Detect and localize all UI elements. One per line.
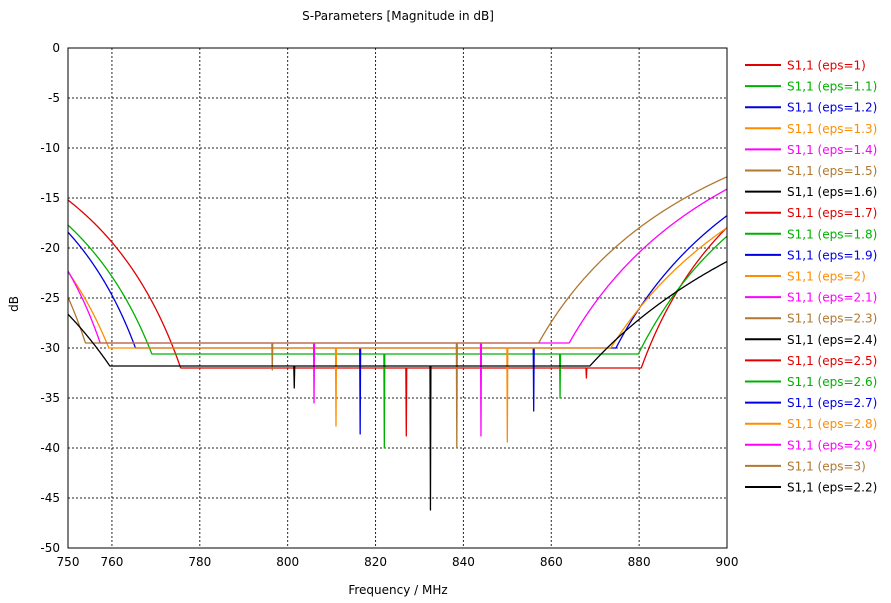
legend-label: S1,1 (eps=2.5) bbox=[787, 354, 877, 368]
x-tick-label: 820 bbox=[364, 555, 387, 569]
x-axis-label: Frequency / MHz bbox=[348, 583, 447, 597]
legend-item: S1,1 (eps=2.8) bbox=[745, 417, 877, 431]
series-line bbox=[67, 224, 728, 449]
y-tick-label: -50 bbox=[40, 541, 60, 555]
y-tick-label: -10 bbox=[40, 141, 60, 155]
x-tick-label: 750 bbox=[57, 555, 80, 569]
x-tick-label: 800 bbox=[276, 555, 299, 569]
legend-label: S1,1 (eps=1.5) bbox=[787, 164, 877, 178]
legend-item: S1,1 (eps=1.9) bbox=[745, 248, 877, 262]
legend-item: S1,1 (eps=2) bbox=[745, 270, 866, 284]
y-tick-label: -35 bbox=[40, 391, 60, 405]
tick-layer: 750 760 780 800 820 840 860 880 900 0 -5 -10 -15 -20 -… bbox=[40, 41, 738, 569]
legend-label: S1,1 (eps=2.7) bbox=[787, 396, 877, 410]
legend-label: S1,1 (eps=2.3) bbox=[787, 312, 877, 326]
legend-item: S1,1 (eps=1.1) bbox=[745, 80, 877, 94]
legend-label: S1,1 (eps=1.2) bbox=[787, 101, 877, 115]
legend-label: S1,1 (eps=1.7) bbox=[787, 206, 877, 220]
legend-label: S1,1 (eps=1) bbox=[787, 59, 866, 73]
legend-label: S1,1 (eps=3) bbox=[787, 459, 866, 473]
x-tick-label: 880 bbox=[628, 555, 651, 569]
legend-item: S1,1 (eps=2.1) bbox=[745, 291, 877, 305]
legend-item: S1,1 (eps=1.2) bbox=[745, 101, 877, 115]
legend-label: S1,1 (eps=2.1) bbox=[787, 291, 877, 305]
y-tick-label: -5 bbox=[48, 91, 60, 105]
legend-label: S1,1 (eps=1.6) bbox=[787, 185, 877, 199]
legend-label: S1,1 (eps=1.9) bbox=[787, 248, 877, 262]
x-tick-label: 780 bbox=[188, 555, 211, 569]
y-tick-label: -25 bbox=[40, 291, 60, 305]
x-tick-label: 900 bbox=[716, 555, 739, 569]
legend-item: S1,1 (eps=2.9) bbox=[745, 438, 877, 452]
legend-item: S1,1 (eps=2.3) bbox=[745, 312, 877, 326]
series-line bbox=[67, 188, 728, 437]
x-tick-label: 840 bbox=[452, 555, 475, 569]
y-tick-label: -30 bbox=[40, 341, 60, 355]
legend-label: S1,1 (eps=2.6) bbox=[787, 375, 877, 389]
legend-label: S1,1 (eps=1.1) bbox=[787, 80, 877, 94]
legend-item: S1,1 (eps=1.8) bbox=[745, 227, 877, 241]
legend-item: S1,1 (eps=1.5) bbox=[745, 164, 877, 178]
legend-label: S1,1 (eps=2.4) bbox=[787, 333, 877, 347]
series-line bbox=[67, 260, 728, 511]
legend-item: S1,1 (eps=2.4) bbox=[745, 333, 877, 347]
grid-layer bbox=[68, 48, 727, 548]
legend-item: S1,1 (eps=2.5) bbox=[745, 354, 877, 368]
series-line bbox=[67, 227, 728, 443]
chart-title: S-Parameters [Magnitude in dB] bbox=[302, 9, 494, 23]
y-tick-label: -45 bbox=[40, 491, 60, 505]
legend-item: S1,1 (eps=1.4) bbox=[745, 143, 877, 157]
legend: S1,1 (eps=1) S1,1 (eps=1.1) S1,1 (eps=1.2)… bbox=[745, 59, 877, 495]
legend-label: S1,1 (eps=2.9) bbox=[787, 438, 877, 452]
y-tick-label: -15 bbox=[40, 191, 60, 205]
series-line bbox=[67, 176, 728, 449]
legend-item: S1,1 (eps=1.7) bbox=[745, 206, 877, 220]
y-tick-label: -20 bbox=[40, 241, 60, 255]
y-tick-label: -40 bbox=[40, 441, 60, 455]
legend-item: S1,1 (eps=1) bbox=[745, 59, 866, 73]
series-line bbox=[67, 199, 728, 437]
series-layer bbox=[67, 176, 728, 511]
legend-label: S1,1 (eps=1.4) bbox=[787, 143, 877, 157]
plot-frame bbox=[67, 47, 728, 549]
legend-label: S1,1 (eps=2) bbox=[787, 270, 866, 284]
x-tick-label: 760 bbox=[100, 555, 123, 569]
legend-label: S1,1 (eps=2.2) bbox=[787, 481, 877, 495]
y-axis-label: dB bbox=[7, 296, 21, 312]
y-tick-label: 0 bbox=[52, 41, 60, 55]
legend-item: S1,1 (eps=1.3) bbox=[745, 122, 877, 136]
legend-label: S1,1 (eps=1.8) bbox=[787, 227, 877, 241]
x-tick-label: 860 bbox=[540, 555, 563, 569]
legend-item: S1,1 (eps=2.2) bbox=[745, 481, 877, 495]
legend-item: S1,1 (eps=2.7) bbox=[745, 396, 877, 410]
legend-label: S1,1 (eps=2.8) bbox=[787, 417, 877, 431]
legend-item: S1,1 (eps=1.6) bbox=[745, 185, 877, 199]
legend-item: S1,1 (eps=2.6) bbox=[745, 375, 877, 389]
legend-item: S1,1 (eps=3) bbox=[745, 459, 866, 473]
legend-label: S1,1 (eps=1.3) bbox=[787, 122, 877, 136]
